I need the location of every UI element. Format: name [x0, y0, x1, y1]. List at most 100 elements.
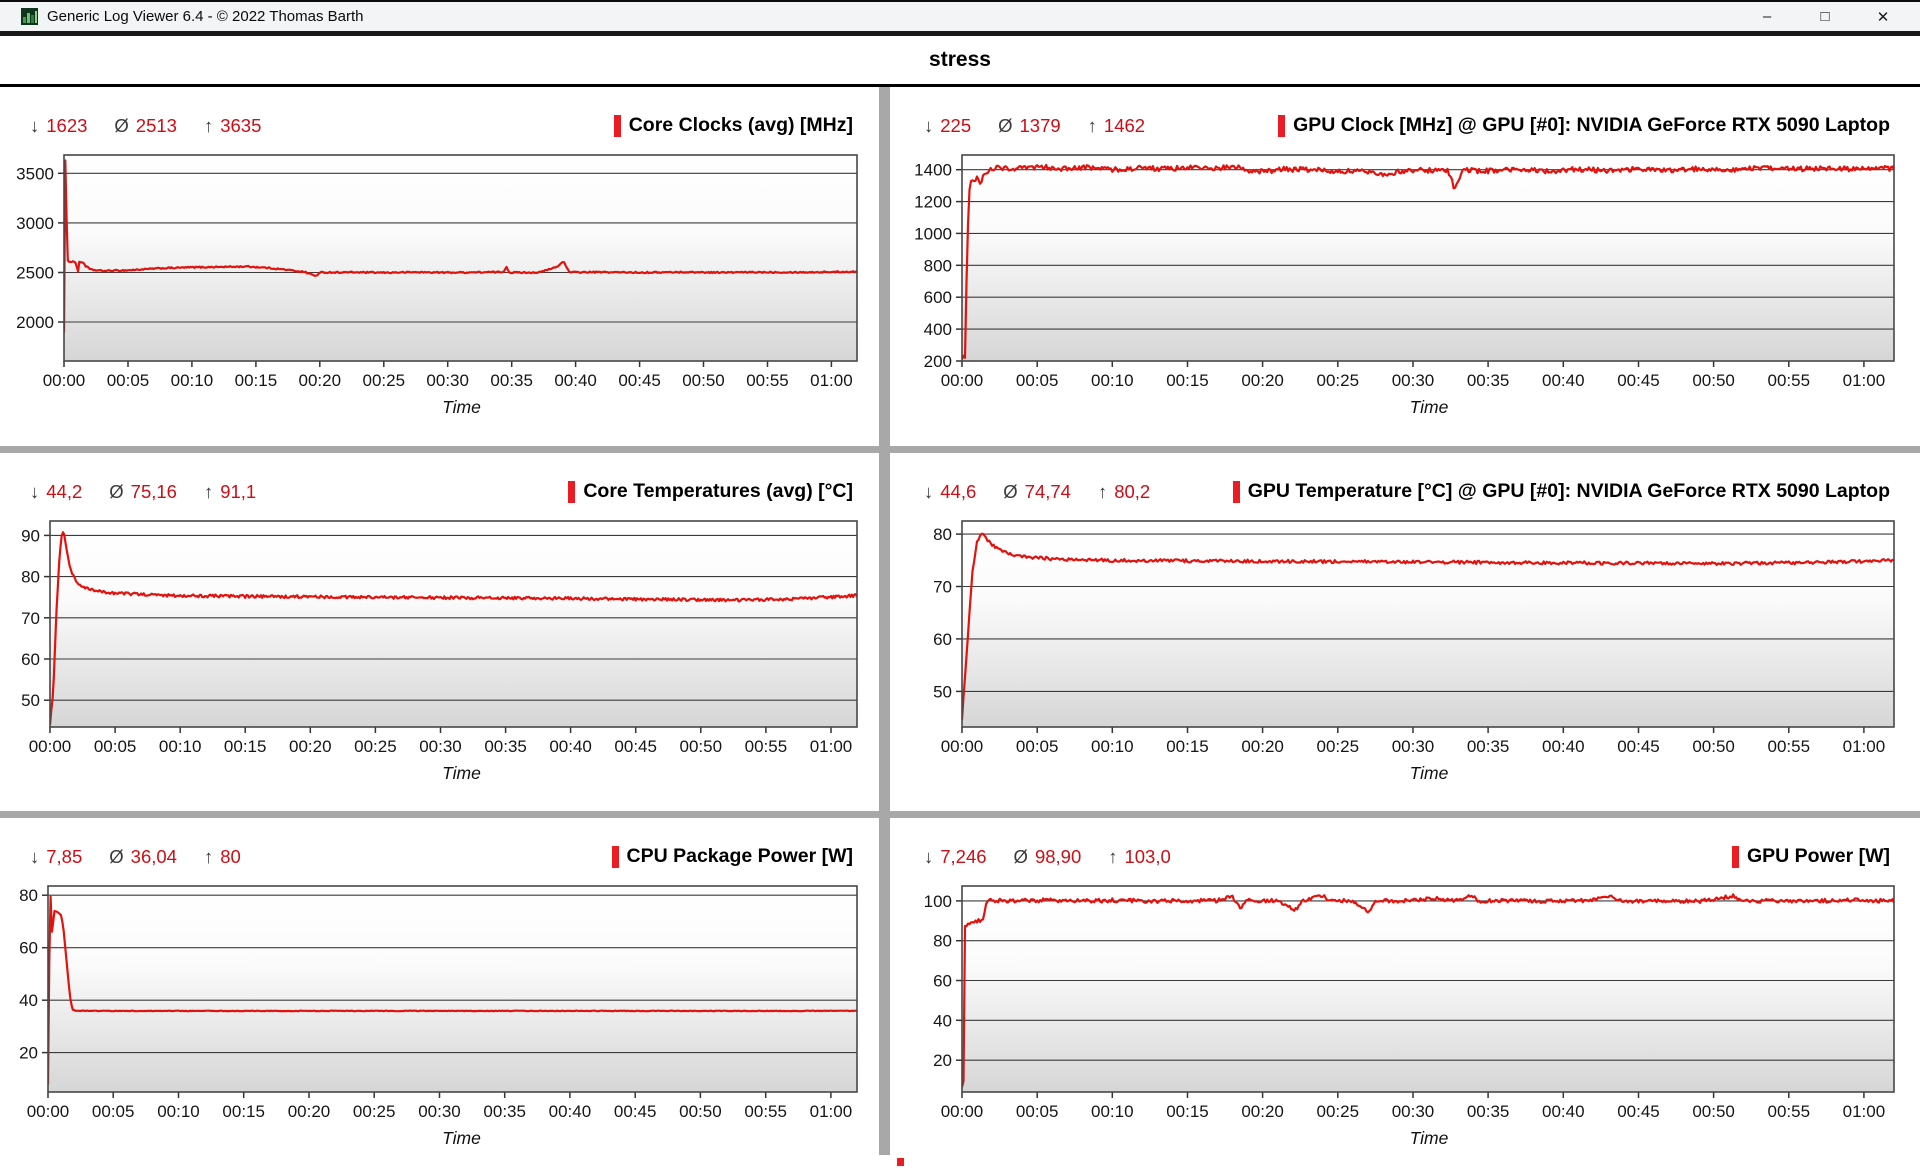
svg-text:00:25: 00:25	[353, 1102, 396, 1121]
svg-text:40: 40	[933, 1011, 952, 1030]
max-value: 80	[220, 846, 241, 867]
max-arrow-icon: ↑	[1108, 846, 1118, 867]
min-value: 44,6	[940, 481, 977, 502]
close-button[interactable]: ✕	[1876, 8, 1890, 26]
svg-text:3500: 3500	[16, 164, 54, 183]
svg-text:00:00: 00:00	[941, 737, 984, 756]
svg-text:00:05: 00:05	[107, 371, 150, 390]
svg-text:00:05: 00:05	[1016, 1102, 1059, 1121]
svg-text:00:30: 00:30	[1392, 371, 1435, 390]
svg-text:00:20: 00:20	[299, 371, 342, 390]
svg-text:1400: 1400	[914, 161, 952, 180]
svg-text:00:15: 00:15	[1166, 371, 1209, 390]
row-divider	[0, 446, 1920, 453]
svg-text:00:45: 00:45	[1617, 371, 1660, 390]
plot-area[interactable]: 20 40 60 80 00:00 00:05 00:10 00:15 00:20 00:25 00…	[0, 874, 859, 1126]
svg-text:00:55: 00:55	[744, 1102, 787, 1121]
svg-text:00:40: 00:40	[1542, 371, 1585, 390]
column-divider	[879, 87, 890, 1155]
svg-text:00:55: 00:55	[1768, 737, 1811, 756]
app-icon	[21, 8, 38, 25]
x-axis-label: Time	[1409, 1128, 1449, 1148]
svg-text:60: 60	[933, 630, 952, 649]
svg-text:00:00: 00:00	[29, 737, 72, 756]
chart-gpu-clock: ↓ 225 Ø 1379 ↑ 1462 GPU Clock [MHz] @ GPU […	[890, 87, 1920, 446]
min-arrow-icon: ↓	[924, 846, 934, 867]
svg-text:01:00: 01:00	[1843, 1102, 1886, 1121]
svg-text:2000: 2000	[16, 313, 54, 332]
svg-text:00:55: 00:55	[745, 737, 788, 756]
min-arrow-icon: ↓	[30, 481, 40, 502]
svg-text:00:20: 00:20	[289, 737, 332, 756]
avg-value: 36,04	[130, 846, 177, 867]
svg-text:00:40: 00:40	[1542, 1102, 1585, 1121]
plot-area[interactable]: 20 40 60 80 100 00:00 00:05 00:10 00:15 00:20 00:2…	[894, 874, 1896, 1126]
chart-title: Core Temperatures (avg) [°C]	[568, 480, 853, 503]
plot-area[interactable]: 200 400 600 800 1000 1200 1400 00:00 00:05 00:10 0…	[894, 143, 1896, 395]
row-divider	[0, 811, 1920, 818]
x-axis-label: Time	[1409, 397, 1449, 417]
svg-text:80: 80	[933, 932, 952, 951]
chart-stats: ↓ 225 Ø 1379 ↑ 1462	[924, 115, 1145, 137]
svg-text:200: 200	[924, 352, 952, 371]
avg-icon: Ø	[109, 481, 124, 502]
svg-text:01:00: 01:00	[810, 737, 853, 756]
max-arrow-icon: ↑	[203, 846, 214, 867]
svg-text:00:10: 00:10	[1091, 371, 1134, 390]
svg-text:70: 70	[21, 609, 40, 628]
svg-text:20: 20	[19, 1044, 38, 1063]
chart-title-text: Core Clocks (avg) [MHz]	[628, 114, 853, 136]
avg-value: 1379	[1019, 115, 1061, 136]
avg-value: 74,74	[1024, 481, 1071, 502]
svg-text:00:20: 00:20	[1241, 371, 1284, 390]
svg-text:00:55: 00:55	[1768, 1102, 1811, 1121]
svg-text:01:00: 01:00	[810, 371, 853, 390]
series-color-marker	[568, 480, 576, 503]
svg-text:00:30: 00:30	[419, 737, 462, 756]
svg-text:60: 60	[933, 972, 952, 991]
svg-text:00:10: 00:10	[159, 737, 202, 756]
svg-text:00:25: 00:25	[1317, 1102, 1360, 1121]
svg-text:400: 400	[924, 320, 952, 339]
svg-text:1200: 1200	[914, 193, 952, 212]
chart-title-text: CPU Package Power [W]	[626, 845, 853, 867]
max-value: 103,0	[1124, 846, 1171, 867]
min-value: 7,85	[46, 846, 83, 867]
svg-text:00:30: 00:30	[1392, 1102, 1435, 1121]
max-arrow-icon: ↑	[1097, 481, 1108, 502]
avg-icon: Ø	[114, 115, 129, 136]
svg-text:80: 80	[19, 886, 38, 905]
svg-text:00:15: 00:15	[224, 737, 267, 756]
svg-text:00:00: 00:00	[941, 371, 984, 390]
svg-text:00:55: 00:55	[1768, 371, 1811, 390]
svg-text:800: 800	[924, 256, 952, 275]
svg-text:00:50: 00:50	[1692, 737, 1735, 756]
chart-title-text: GPU Temperature [°C] @ GPU [#0]: NVIDIA …	[1247, 480, 1890, 502]
svg-text:60: 60	[19, 939, 38, 958]
svg-text:00:05: 00:05	[1016, 371, 1059, 390]
plot-area[interactable]: 2000 2500 3000 3500 00:00 00:05 00:10 00:15 00:2…	[0, 143, 859, 395]
chart-title: Core Clocks (avg) [MHz]	[613, 114, 853, 137]
series-color-marker	[613, 114, 621, 137]
max-value: 91,1	[220, 481, 257, 502]
series-color-marker	[1232, 480, 1240, 503]
chart-gpu-temperature: ↓ 44,6 Ø 74,74 ↑ 80,2 GPU Temperature [°C] …	[890, 453, 1920, 811]
max-arrow-icon: ↑	[203, 481, 214, 502]
svg-text:00:25: 00:25	[1317, 737, 1360, 756]
chart-gpu-power: ↓ 7,246 Ø 98,90 ↑ 103,0 GPU Power [W] 20 40 6…	[890, 818, 1920, 1155]
min-value: 1623	[46, 115, 88, 136]
maximize-button[interactable]: □	[1820, 8, 1830, 25]
minimize-button[interactable]: –	[1762, 8, 1772, 25]
series-color-marker	[897, 1158, 904, 1166]
series-color-marker	[1278, 114, 1286, 137]
chart-grid: ↓ 1623 Ø 2513 ↑ 3635 Core Clocks (avg) [MHz…	[0, 87, 1920, 1166]
svg-text:00:50: 00:50	[679, 1102, 722, 1121]
svg-text:1000: 1000	[914, 224, 952, 243]
plot-area[interactable]: 50 60 70 80 00:00 00:05 00:10 00:15 00:20 00:25 00…	[894, 509, 1896, 761]
min-arrow-icon: ↓	[30, 115, 40, 136]
avg-icon: Ø	[1013, 846, 1028, 867]
svg-text:00:35: 00:35	[1467, 737, 1510, 756]
window-titlebar: Generic Log Viewer 6.4 - © 2022 Thomas B…	[0, 0, 1920, 36]
plot-area[interactable]: 50 60 70 80 90 00:00 00:05 00:10 00:15 00:20 00:25…	[0, 509, 859, 761]
svg-text:00:25: 00:25	[1317, 371, 1360, 390]
